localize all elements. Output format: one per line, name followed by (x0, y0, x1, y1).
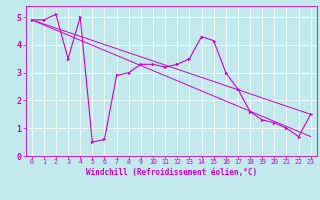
X-axis label: Windchill (Refroidissement éolien,°C): Windchill (Refroidissement éolien,°C) (86, 168, 257, 177)
